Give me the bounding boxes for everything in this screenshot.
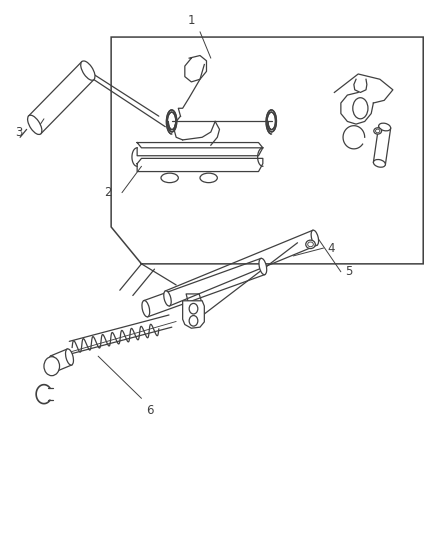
Ellipse shape [141, 301, 149, 317]
Ellipse shape [65, 349, 73, 365]
Ellipse shape [49, 356, 57, 372]
Ellipse shape [305, 240, 314, 248]
Circle shape [44, 357, 60, 376]
Ellipse shape [373, 128, 381, 134]
Ellipse shape [378, 123, 390, 131]
Ellipse shape [28, 115, 42, 134]
Text: 3: 3 [15, 125, 22, 139]
Ellipse shape [373, 159, 385, 167]
Text: 2: 2 [103, 186, 111, 199]
Ellipse shape [163, 291, 171, 306]
Ellipse shape [352, 98, 367, 119]
Text: 1: 1 [187, 13, 194, 27]
Ellipse shape [258, 259, 266, 274]
Ellipse shape [46, 361, 57, 372]
Ellipse shape [311, 230, 318, 245]
Text: 6: 6 [145, 403, 153, 417]
Ellipse shape [81, 61, 95, 80]
Text: 5: 5 [344, 265, 352, 278]
Polygon shape [182, 301, 204, 328]
Text: 4: 4 [327, 241, 335, 255]
